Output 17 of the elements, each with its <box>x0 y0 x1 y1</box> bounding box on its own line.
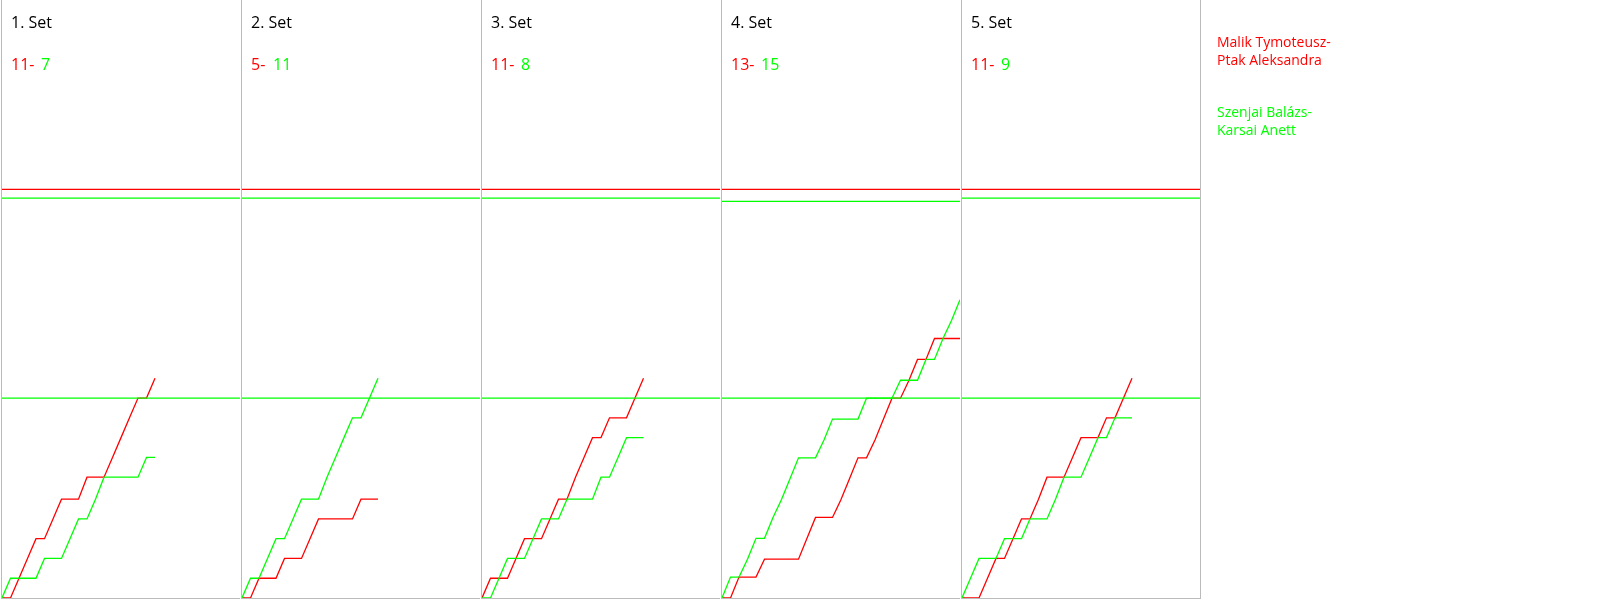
text: 8 <box>521 53 531 75</box>
text: 11- <box>11 53 35 75</box>
chart-title: 5. Set <box>971 11 1013 33</box>
text: 11 <box>273 53 292 75</box>
text: Szenjai Balázs-Karsai Anett <box>1217 102 1313 140</box>
text: 7 <box>41 53 51 75</box>
text: 13- <box>731 53 755 75</box>
chart-title: 4. Set <box>731 11 773 33</box>
chart-title: 1. Set <box>11 11 53 33</box>
chart-title: 3. Set <box>491 11 533 33</box>
text: Malik Tymoteusz-Ptak Aleksandra <box>1217 32 1331 70</box>
text: 11- <box>971 53 995 75</box>
text: 5- <box>251 53 266 75</box>
text: 15 <box>761 53 780 75</box>
text: 11- <box>491 53 515 75</box>
text: 9 <box>1001 53 1011 75</box>
chart-title: 2. Set <box>251 11 293 33</box>
